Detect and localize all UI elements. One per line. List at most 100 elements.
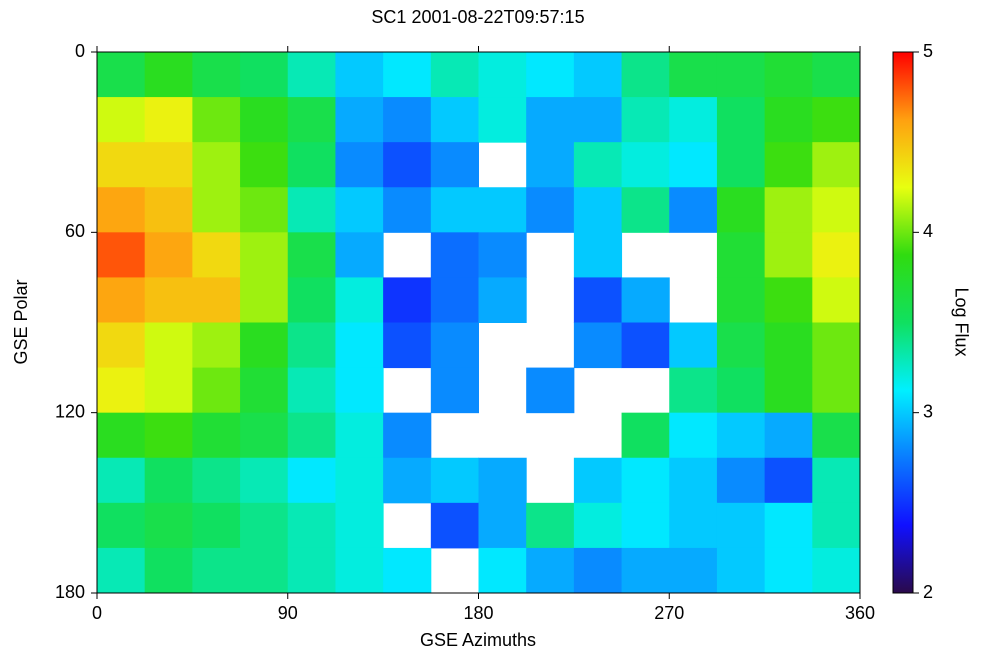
heatmap-cell bbox=[621, 187, 670, 233]
heatmap-cell bbox=[240, 322, 289, 369]
heatmap-cell bbox=[287, 322, 336, 369]
heatmap-cell bbox=[716, 322, 766, 369]
heatmap-cell bbox=[97, 367, 146, 414]
heatmap-cell bbox=[621, 457, 670, 504]
heatmap-cell bbox=[716, 52, 766, 98]
heatmap-cell bbox=[97, 142, 146, 188]
y-tick-label: 60 bbox=[65, 221, 85, 241]
heatmap-cell bbox=[335, 142, 384, 188]
heatmap-cell bbox=[97, 277, 146, 323]
heatmap-cell bbox=[430, 277, 479, 323]
heatmap-cell bbox=[335, 232, 384, 278]
heatmap-cell bbox=[526, 502, 575, 549]
heatmap-cell bbox=[383, 97, 432, 143]
heatmap-cell bbox=[383, 457, 432, 504]
heatmap-cell bbox=[144, 142, 193, 188]
heatmap-cell bbox=[526, 52, 575, 98]
heatmap-cell bbox=[240, 457, 289, 504]
heatmap-cell bbox=[97, 502, 146, 549]
heatmap-cell bbox=[335, 97, 384, 143]
heatmap-cell bbox=[526, 187, 575, 233]
heatmap-cell bbox=[716, 187, 766, 233]
colorbar-tick-label: 4 bbox=[923, 221, 933, 241]
heatmap-cell bbox=[287, 502, 336, 549]
heatmap-cell bbox=[621, 547, 670, 594]
x-tick-label: 270 bbox=[654, 603, 684, 623]
heatmap-cell bbox=[430, 142, 479, 188]
heatmap-cell bbox=[430, 502, 479, 549]
colorbar-label: Log Flux bbox=[951, 287, 971, 356]
heatmap-cell bbox=[430, 97, 479, 143]
heatmap-cell bbox=[192, 457, 241, 504]
heatmap-cell bbox=[478, 187, 527, 233]
heatmap-cell bbox=[287, 142, 336, 188]
x-tick-label: 360 bbox=[845, 603, 875, 623]
heatmap-cell bbox=[335, 52, 384, 98]
heatmap-cell bbox=[240, 277, 289, 323]
heatmap-cell bbox=[240, 52, 289, 98]
heatmap-cell bbox=[240, 142, 289, 188]
heatmap-cell bbox=[383, 547, 432, 594]
heatmap-cell bbox=[478, 547, 527, 594]
heatmap-cell bbox=[144, 187, 193, 233]
heatmap-cell bbox=[240, 367, 289, 414]
heatmap-cell bbox=[478, 277, 527, 323]
heatmap-cell bbox=[192, 52, 241, 98]
heatmap-cell bbox=[764, 367, 813, 414]
heatmap-cell bbox=[192, 277, 241, 323]
heatmap-cell bbox=[383, 277, 432, 323]
y-tick-label: 0 bbox=[75, 41, 85, 61]
heatmap-cell bbox=[526, 367, 575, 414]
heatmap-cell bbox=[573, 187, 623, 233]
heatmap-cell bbox=[764, 187, 813, 233]
heatmap-cell bbox=[812, 322, 861, 369]
heatmap-cell bbox=[383, 142, 432, 188]
heatmap-cell bbox=[764, 502, 813, 549]
heatmap-cell bbox=[192, 97, 241, 143]
heatmap-cell bbox=[812, 547, 861, 594]
heatmap-cell bbox=[287, 52, 336, 98]
heatmap-cell bbox=[240, 97, 289, 143]
heatmap-cell bbox=[669, 367, 718, 414]
heatmap-cell bbox=[526, 97, 575, 143]
colorbar bbox=[892, 51, 914, 594]
heatmap-cell bbox=[144, 232, 193, 278]
heatmap-cell bbox=[97, 457, 146, 504]
heatmap-cell bbox=[812, 97, 861, 143]
heatmap-cell bbox=[430, 457, 479, 504]
heatmap-cell bbox=[287, 232, 336, 278]
heatmap-cell bbox=[287, 457, 336, 504]
heatmap-cell bbox=[240, 502, 289, 549]
heatmap-cell bbox=[144, 502, 193, 549]
heatmap-cell bbox=[430, 232, 479, 278]
heatmap-cell bbox=[573, 277, 623, 323]
heatmap-cell bbox=[764, 142, 813, 188]
heatmap-cell bbox=[573, 457, 623, 504]
y-tick-label: 120 bbox=[55, 401, 85, 421]
y-axis-label: GSE Polar bbox=[11, 279, 31, 364]
heatmap-cell bbox=[716, 367, 766, 414]
heatmap-cell bbox=[97, 412, 146, 459]
heatmap-cell bbox=[812, 367, 861, 414]
heatmap-cell bbox=[335, 457, 384, 504]
heatmap-cell bbox=[478, 52, 527, 98]
heatmap-cell bbox=[335, 322, 384, 369]
heatmap-cell bbox=[192, 367, 241, 414]
heatmap-cell bbox=[621, 502, 670, 549]
heatmap-cell bbox=[97, 187, 146, 233]
heatmap-cell bbox=[97, 97, 146, 143]
heatmap-cell bbox=[287, 547, 336, 594]
heatmap-cell bbox=[621, 277, 670, 323]
heatmap-cell bbox=[335, 412, 384, 459]
heatmap-cell bbox=[97, 547, 146, 594]
heatmap-cell bbox=[287, 367, 336, 414]
heatmap-cell bbox=[812, 232, 861, 278]
heatmap-cell bbox=[669, 322, 718, 369]
heatmap-cell bbox=[335, 547, 384, 594]
heatmap-cell bbox=[192, 547, 241, 594]
heatmap-cell bbox=[812, 502, 861, 549]
heatmap-cell bbox=[669, 142, 718, 188]
heatmap-cell bbox=[812, 277, 861, 323]
heatmap-cell bbox=[669, 97, 718, 143]
heatmap-cell bbox=[573, 502, 623, 549]
